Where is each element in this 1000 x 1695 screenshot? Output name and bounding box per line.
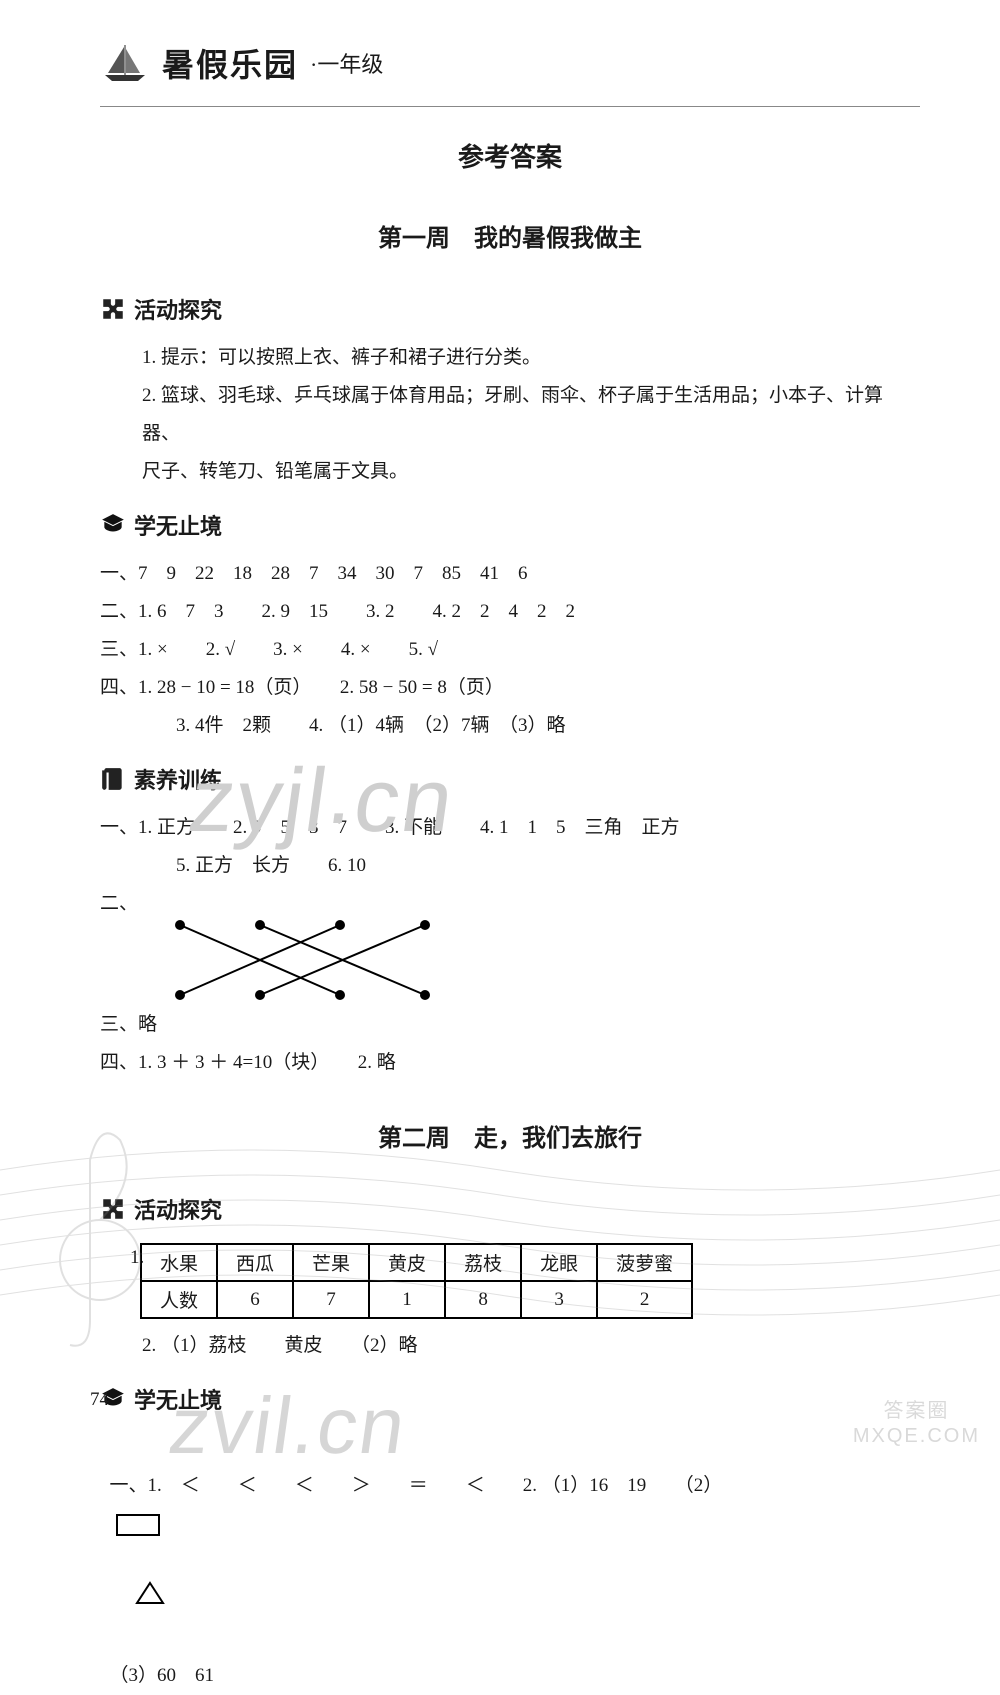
- table-cell: 1: [369, 1281, 445, 1318]
- answer-line: 三、1. × 2. √ 3. × 4. × 5. √: [100, 631, 920, 669]
- week2-title: 第二周 走，我们去旅行: [100, 1118, 920, 1153]
- table-label: 1.: [100, 1239, 134, 1277]
- section-endless-learning-1: 学无止境: [100, 509, 920, 541]
- answer-line: 四、1. 3 ＋ 3 ＋ 4=10（块） 2. 略: [100, 1044, 920, 1082]
- matching-diagram: [140, 917, 480, 1007]
- puzzle-icon: [100, 1196, 126, 1222]
- book-subtitle: ·一年级: [310, 47, 383, 79]
- table-header-cell: 荔枝: [445, 1244, 521, 1281]
- answer-line: 一、1. ＜ ＜ ＜ ＞ ＝ ＜ 2. （1）16 19 （2） （3）60 6…: [100, 1429, 920, 1695]
- section-heading-label: 学无止境: [134, 1383, 222, 1415]
- answer-line: 四、1. 28 − 10 = 18（页） 2. 58 − 50 = 8（页）: [100, 669, 920, 707]
- rectangle-shape: [116, 1514, 160, 1536]
- answer-line: 2. 篮球、羽毛球、乒乓球属于体育用品；牙刷、雨伞、杯子属于生活用品；小本子、计…: [100, 377, 920, 453]
- table-header-cell: 黄皮: [369, 1244, 445, 1281]
- fruit-table: 水果西瓜芒果黄皮荔枝龙眼菠萝蜜人数671832: [140, 1243, 693, 1319]
- answer-line: 尺子、转笔刀、铅笔属于文具。: [100, 453, 920, 491]
- section-heading-label: 活动探究: [134, 1193, 222, 1225]
- section-heading-label: 素养训练: [134, 763, 222, 795]
- section-literacy-training: 素养训练: [100, 763, 920, 795]
- answer-line: 5. 正方 长方 6. 10: [100, 847, 920, 885]
- table-header-cell: 芒果: [293, 1244, 369, 1281]
- answer-text: （3）60 61: [110, 1665, 215, 1686]
- answer-line: 二、1. 6 7 3 2. 9 15 3. 2 4. 2 2 4 2 2: [100, 593, 920, 631]
- section-activity-inquiry-1: 活动探究: [100, 293, 920, 325]
- table-cell: 2: [597, 1281, 692, 1318]
- scroll-icon: [100, 766, 126, 792]
- section-heading-label: 活动探究: [134, 293, 222, 325]
- puzzle-icon: [100, 296, 126, 322]
- answer-line: 一、7 9 22 18 28 7 34 30 7 85 41 6: [100, 555, 920, 593]
- book-title: 暑假乐园: [162, 40, 298, 86]
- section-activity-inquiry-2: 活动探究: [100, 1193, 920, 1225]
- table-header-cell: 水果: [141, 1244, 217, 1281]
- table-header-cell: 西瓜: [217, 1244, 293, 1281]
- header-divider: [100, 106, 920, 107]
- answer-line: 3. 4件 2颗 4. （1）4辆 （2）7辆 （3）略: [100, 707, 920, 745]
- answer-text: 一、1. ＜ ＜ ＜ ＞ ＝ ＜ 2. （1）16 19 （2）: [110, 1475, 723, 1496]
- table-cell: 3: [521, 1281, 597, 1318]
- answer-line: 三、略: [100, 1006, 920, 1044]
- graduation-cap-icon: [100, 512, 126, 538]
- section-heading-label: 学无止境: [134, 509, 222, 541]
- answer-line: 1. 提示：可以按照上衣、裤子和裙子进行分类。: [100, 339, 920, 377]
- answers-title: 参考答案: [100, 137, 920, 174]
- answer-line: 一、1. 正方 2. 9 5 3 7 3. 不能 4. 1 1 5 三角 正方: [100, 809, 920, 847]
- answer-line: 2. （1）荔枝 黄皮 （2）略: [100, 1327, 920, 1365]
- page-number: 74: [90, 1389, 109, 1411]
- triangle-shape: [116, 1543, 165, 1657]
- sailboat-icon: [100, 43, 150, 83]
- table-cell: 6: [217, 1281, 293, 1318]
- table-header-cell: 菠萝蜜: [597, 1244, 692, 1281]
- page-header: 暑假乐园 ·一年级: [100, 40, 920, 86]
- table-cell: 7: [293, 1281, 369, 1318]
- table-cell: 人数: [141, 1281, 217, 1318]
- section-endless-learning-2: 学无止境: [100, 1383, 920, 1415]
- week1-title: 第一周 我的暑假我做主: [100, 218, 920, 253]
- table-header-cell: 龙眼: [521, 1244, 597, 1281]
- table-cell: 8: [445, 1281, 521, 1318]
